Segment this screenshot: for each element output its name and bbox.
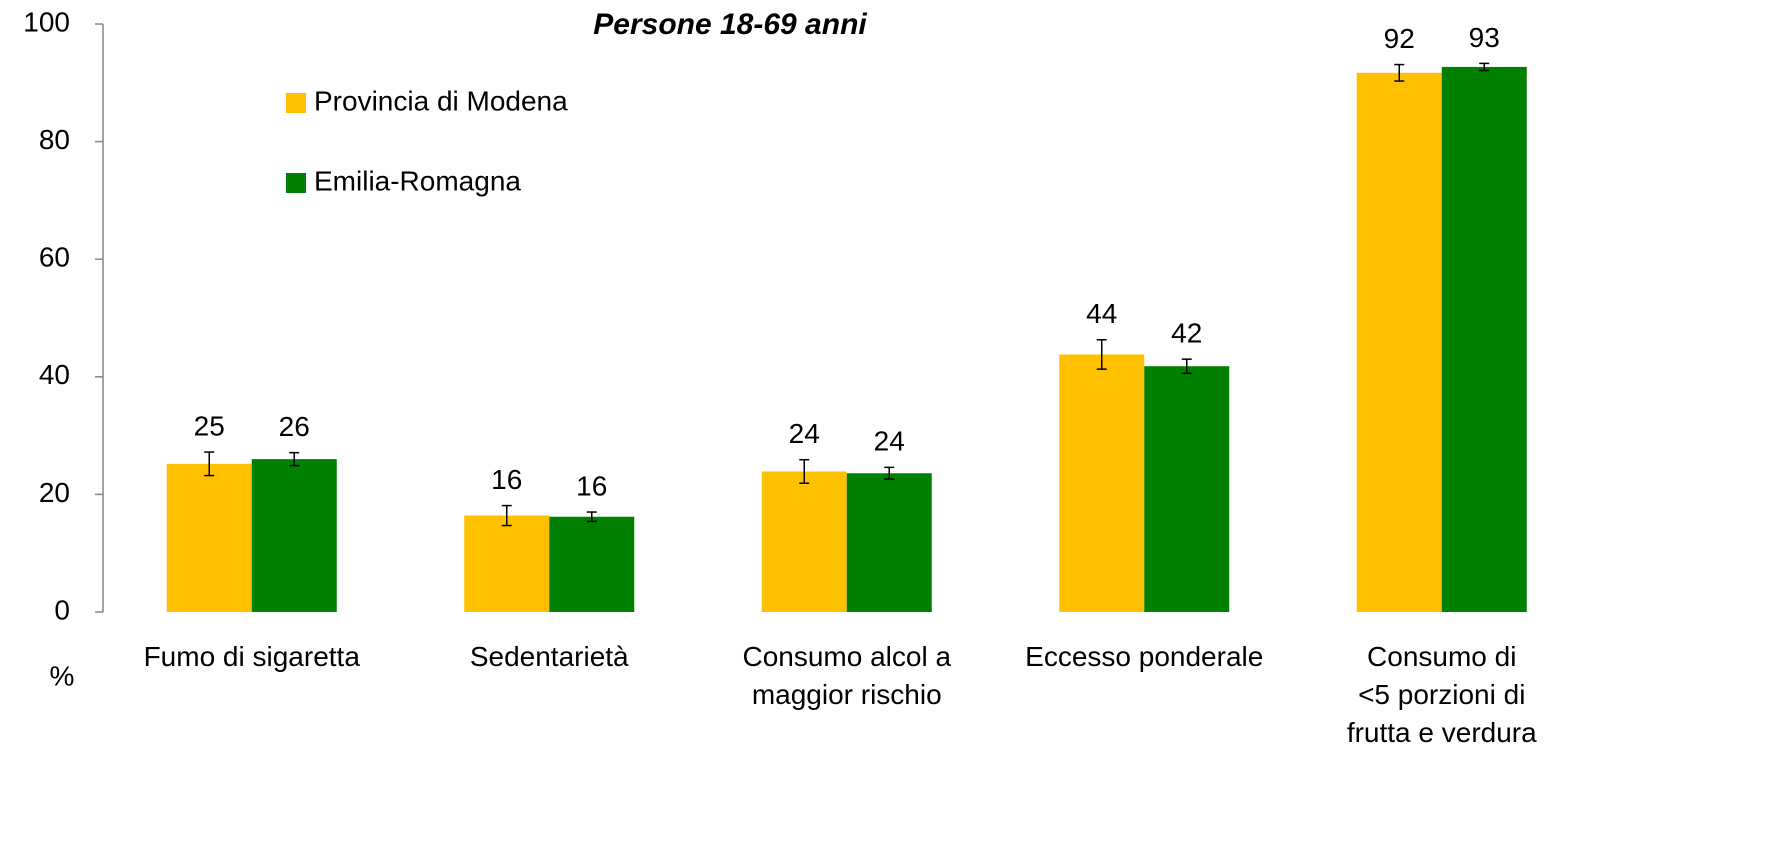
x-tick-label: Consumo alcol a maggior rischio: [742, 641, 952, 710]
bar: [761, 471, 847, 612]
bar: [1441, 66, 1527, 612]
y-tick-label: 0: [54, 594, 70, 625]
legend-label: Emilia-Romagna: [314, 165, 521, 196]
value-label: 24: [789, 418, 820, 449]
y-tick-label: 80: [39, 124, 70, 155]
x-tick-label: Sedentarietà: [469, 641, 629, 672]
value-label: 25: [194, 410, 225, 441]
y-tick-label: 100: [23, 6, 70, 37]
bar: [1059, 354, 1145, 612]
x-tick-label: Consumo di <5 porzioni di frutta e verdu…: [1346, 641, 1537, 748]
y-tick-label: 20: [39, 477, 70, 508]
bar: [1356, 72, 1442, 612]
bar: [464, 515, 550, 612]
legend-swatch: [286, 93, 306, 113]
y-tick-label: 60: [39, 242, 70, 273]
value-label: 16: [576, 470, 607, 501]
value-label: 93: [1469, 22, 1500, 53]
bar: [251, 459, 337, 612]
bar: [1144, 366, 1230, 612]
bar: [549, 516, 635, 612]
value-label: 16: [491, 464, 522, 495]
legend-swatch: [286, 173, 306, 193]
x-tick-label: Eccesso ponderale: [1025, 641, 1264, 672]
legend-label: Provincia di Modena: [314, 85, 568, 116]
value-label: 44: [1086, 298, 1117, 329]
y-tick-label: 40: [39, 359, 70, 390]
y-axis-label: %: [50, 660, 75, 691]
bar: [846, 473, 932, 612]
value-label: 92: [1384, 23, 1415, 54]
chart-title: Persone 18-69 anni: [593, 8, 867, 41]
value-label: 24: [874, 426, 905, 457]
x-tick-label: Fumo di sigaretta: [143, 641, 360, 672]
bar: [166, 463, 252, 612]
value-label: 42: [1171, 318, 1202, 349]
value-label: 26: [279, 411, 310, 442]
